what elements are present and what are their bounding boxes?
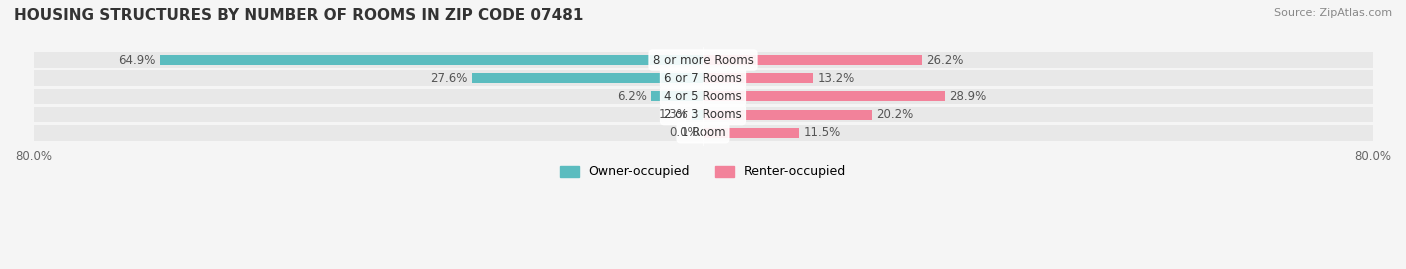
Bar: [703, 89, 1372, 104]
Text: 26.2%: 26.2%: [927, 54, 965, 66]
Text: 8 or more Rooms: 8 or more Rooms: [652, 54, 754, 66]
Text: 27.6%: 27.6%: [430, 72, 468, 85]
Bar: [703, 70, 1372, 86]
Bar: [703, 55, 922, 65]
Bar: [703, 91, 945, 101]
Text: 11.5%: 11.5%: [803, 126, 841, 139]
Text: 1.3%: 1.3%: [658, 108, 688, 121]
Text: 2 or 3 Rooms: 2 or 3 Rooms: [664, 108, 742, 121]
Text: 28.9%: 28.9%: [949, 90, 986, 103]
Bar: [472, 73, 703, 83]
Text: 4 or 5 Rooms: 4 or 5 Rooms: [664, 90, 742, 103]
Bar: [703, 73, 814, 83]
Bar: [692, 109, 703, 120]
Bar: [703, 125, 1372, 140]
Text: HOUSING STRUCTURES BY NUMBER OF ROOMS IN ZIP CODE 07481: HOUSING STRUCTURES BY NUMBER OF ROOMS IN…: [14, 8, 583, 23]
Bar: [34, 125, 703, 140]
Bar: [703, 109, 872, 120]
Text: 1 Room: 1 Room: [681, 126, 725, 139]
Legend: Owner-occupied, Renter-occupied: Owner-occupied, Renter-occupied: [555, 161, 851, 183]
Bar: [703, 107, 1372, 122]
Bar: [34, 70, 703, 86]
Text: 6 or 7 Rooms: 6 or 7 Rooms: [664, 72, 742, 85]
Bar: [34, 107, 703, 122]
Bar: [34, 52, 703, 68]
Bar: [703, 128, 799, 138]
Text: 0.0%: 0.0%: [669, 126, 699, 139]
Text: 20.2%: 20.2%: [876, 108, 914, 121]
Text: Source: ZipAtlas.com: Source: ZipAtlas.com: [1274, 8, 1392, 18]
Bar: [651, 91, 703, 101]
Text: 6.2%: 6.2%: [617, 90, 647, 103]
Bar: [34, 89, 703, 104]
Bar: [160, 55, 703, 65]
Bar: [703, 52, 1372, 68]
Text: 64.9%: 64.9%: [118, 54, 156, 66]
Text: 13.2%: 13.2%: [818, 72, 855, 85]
